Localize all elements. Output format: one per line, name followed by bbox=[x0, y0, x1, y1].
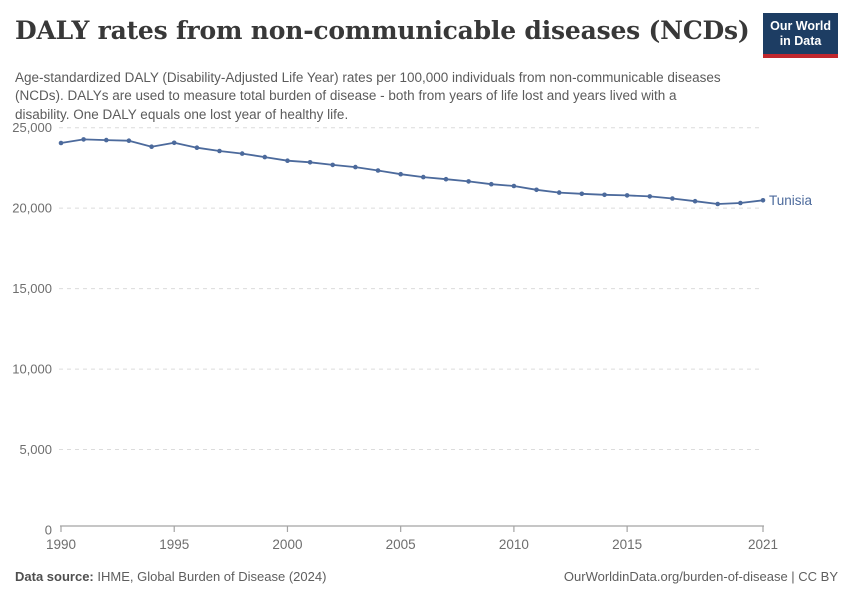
footer-link[interactable]: OurWorldinData.org/burden-of-disease | C… bbox=[563, 569, 838, 584]
data-point bbox=[489, 181, 494, 187]
data-point bbox=[194, 145, 200, 150]
x-tick-label: 2015 bbox=[612, 537, 642, 552]
data-point bbox=[217, 148, 222, 154]
data-point bbox=[692, 198, 698, 204]
data-point bbox=[126, 138, 132, 143]
data-point bbox=[602, 192, 607, 198]
data-point bbox=[443, 176, 449, 182]
data-point bbox=[670, 196, 675, 201]
page-title: DALY rates from non-communicable disease… bbox=[15, 16, 750, 45]
data-point bbox=[285, 158, 290, 163]
owid-logo-line1: Our World bbox=[770, 19, 831, 33]
data-point bbox=[715, 201, 720, 207]
data-point bbox=[149, 144, 154, 149]
y-axis-label: 10,000 bbox=[12, 362, 52, 377]
x-tick-label: 1995 bbox=[159, 537, 189, 552]
series-end-label: Tunisia bbox=[769, 193, 813, 208]
data-point bbox=[534, 187, 539, 193]
x-tick-label: 1990 bbox=[46, 537, 76, 552]
data-point bbox=[421, 174, 426, 180]
data-point bbox=[624, 193, 630, 198]
chart-subtitle: Age-standardized DALY (Disability-Adjust… bbox=[15, 70, 721, 122]
data-source: Data source: IHME, Global Burden of Dise… bbox=[15, 569, 326, 584]
data-point bbox=[171, 140, 177, 146]
y-axis-label: 15,000 bbox=[12, 281, 52, 296]
data-source-label: Data source: bbox=[15, 569, 94, 584]
data-point bbox=[398, 171, 404, 177]
y-axis-label: 5,000 bbox=[19, 442, 52, 457]
data-point bbox=[738, 200, 743, 206]
data-point bbox=[556, 190, 562, 195]
data-line bbox=[60, 138, 764, 205]
data-point bbox=[647, 194, 653, 199]
data-source-text: IHME, Global Burden of Disease (2024) bbox=[93, 569, 327, 584]
data-point bbox=[466, 179, 471, 184]
y-axis-label: 0 bbox=[45, 523, 52, 538]
owid-logo-line2: in Data bbox=[779, 33, 822, 48]
x-tick-label: 2005 bbox=[386, 537, 416, 552]
data-point bbox=[104, 137, 109, 143]
owid-logo[interactable]: Our World in Data bbox=[763, 13, 838, 58]
data-point bbox=[375, 168, 381, 173]
data-point bbox=[81, 137, 86, 142]
data-point bbox=[579, 191, 585, 197]
data-point bbox=[353, 164, 358, 170]
data-point bbox=[239, 151, 245, 156]
y-axis-label: 20,000 bbox=[12, 201, 52, 216]
data-point bbox=[58, 140, 64, 146]
data-point bbox=[511, 183, 517, 189]
x-tick-label: 2010 bbox=[499, 537, 529, 552]
y-axis-label: 25,000 bbox=[12, 120, 52, 135]
x-tick-label: 2000 bbox=[272, 537, 302, 552]
data-point bbox=[307, 160, 313, 165]
data-point bbox=[760, 198, 766, 203]
data-point bbox=[330, 162, 336, 168]
data-point bbox=[262, 154, 268, 160]
x-tick-label: 2021 bbox=[748, 537, 778, 552]
